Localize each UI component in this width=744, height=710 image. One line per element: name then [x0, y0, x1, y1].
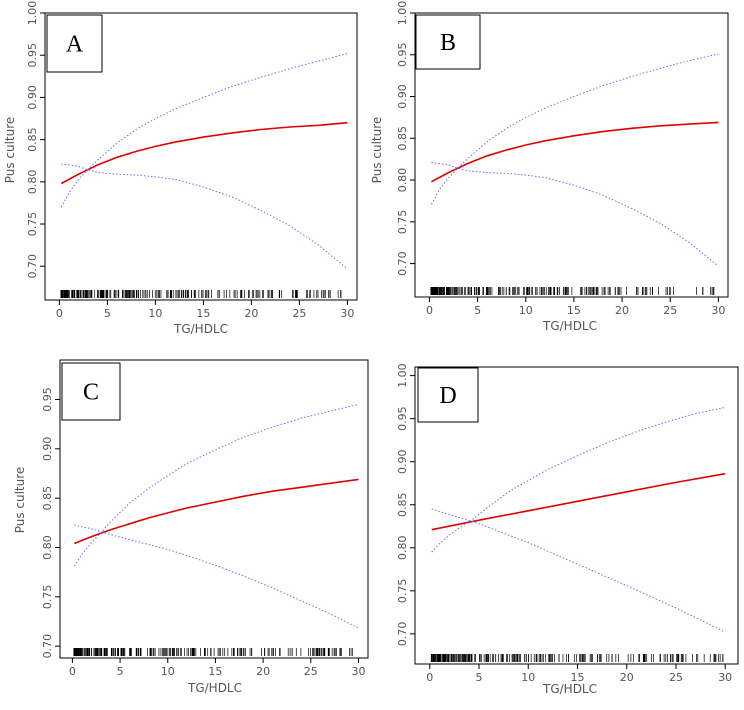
- x-tick-label: 0: [426, 671, 433, 684]
- x-tick-label: 10: [148, 307, 162, 320]
- x-tick-label: 25: [663, 304, 677, 317]
- y-tick-label: 0.70: [41, 634, 54, 659]
- panel-c: 0 5 10 15 20 25 30 0.70 0.75 0.80 0.85 0.90 0.95 TG/H…: [13, 359, 369, 695]
- rug-marks: [60, 290, 342, 298]
- x-axis-title: TG/HDLC: [542, 682, 597, 696]
- x-axis-title: TG/HDLC: [187, 681, 242, 695]
- x-tick-label: 10: [161, 665, 175, 678]
- x-axis-title: TG/HDLC: [542, 319, 597, 333]
- y-tick-label: 0.75: [396, 210, 409, 235]
- y-tick-label: 0.75: [41, 585, 54, 610]
- lower-ci-line: [431, 508, 726, 633]
- x-tick-label: 30: [718, 671, 732, 684]
- panel-b: 0 5 10 15 20 25 30 0.70 0.75 0.80 0.85 0.90 0.95 1.00…: [370, 1, 729, 333]
- panel-label: A: [66, 32, 84, 58]
- x-tick-label: 25: [292, 307, 306, 320]
- y-tick-label: 0.95: [396, 43, 409, 68]
- y-tick-label: 0.90: [396, 84, 409, 109]
- x-tick-label: 0: [426, 304, 433, 317]
- plot-frame: [414, 366, 739, 665]
- fit-line: [60, 121, 348, 185]
- fit-line: [431, 121, 719, 183]
- y-tick-label: 0.80: [396, 536, 409, 561]
- x-tick-label: 5: [117, 665, 124, 678]
- x-tick-label: 0: [56, 307, 63, 320]
- rug-marks: [73, 648, 354, 656]
- panel-label: B: [440, 30, 456, 56]
- x-tick-label: 10: [521, 671, 535, 684]
- y-axis-title: Pus culture: [370, 117, 384, 184]
- x-tick-label: 20: [256, 665, 270, 678]
- y-tick-label: 0.70: [396, 622, 409, 647]
- x-tick-label: 20: [615, 304, 629, 317]
- y-tick-label: 0.85: [396, 126, 409, 151]
- y-tick-label: 0.85: [396, 492, 409, 517]
- upper-ci-line: [73, 403, 359, 567]
- y-tick-label: 0.90: [26, 85, 39, 110]
- y-tick-label: 0.85: [41, 486, 54, 511]
- x-tick-label: 15: [567, 304, 581, 317]
- upper-ci-line: [431, 407, 726, 553]
- x-tick-label: 5: [104, 307, 111, 320]
- y-tick-label: 0.90: [41, 437, 54, 462]
- panel-label-box: [46, 14, 103, 73]
- y-tick-label: 0.95: [396, 406, 409, 431]
- x-tick-label: 30: [711, 304, 725, 317]
- y-tick-label: 0.90: [396, 449, 409, 474]
- x-tick-label: 25: [304, 665, 318, 678]
- y-axis-title: Pus culture: [3, 117, 17, 184]
- x-tick-label: 15: [196, 307, 210, 320]
- x-tick-label: 30: [340, 307, 354, 320]
- y-tick-label: 0.95: [41, 387, 54, 412]
- x-tick-label: 10: [519, 304, 533, 317]
- x-tick-label: 30: [351, 665, 365, 678]
- x-tick-label: 5: [474, 304, 481, 317]
- fit-line: [74, 478, 359, 545]
- fit-line: [431, 472, 726, 531]
- lower-ci-line: [61, 163, 348, 270]
- y-axis-title: Pus culture: [13, 467, 27, 534]
- panel-label: D: [439, 383, 456, 409]
- x-tick-label: 20: [244, 307, 258, 320]
- y-tick-label: 0.80: [396, 168, 409, 193]
- lower-ci-line: [74, 524, 359, 629]
- panel-label-box: [61, 362, 121, 421]
- y-tick-label: 0.80: [26, 170, 39, 195]
- y-tick-label: 0.80: [41, 535, 54, 560]
- plot-frame: [414, 12, 729, 298]
- x-tick-label: 15: [208, 665, 222, 678]
- panel-d: 0 5 10 15 20 25 30 0.70 0.75 0.80 0.85 0.90 0.95 1.00…: [396, 363, 739, 696]
- panel-label-box: [417, 367, 479, 423]
- y-tick-label: 0.70: [26, 254, 39, 279]
- y-tick-label: 0.95: [26, 43, 39, 68]
- y-tick-label: 1.00: [396, 1, 409, 26]
- x-tick-label: 0: [69, 665, 76, 678]
- rug-marks: [430, 287, 715, 295]
- upper-ci-line: [60, 53, 348, 208]
- y-tick-label: 0.85: [26, 127, 39, 152]
- lower-ci-line: [431, 162, 719, 267]
- y-tick-label: 0.70: [396, 251, 409, 276]
- panel-a: 0 5 10 15 20 25 30 0.70 0.75 0.80 0.85 0.90 0.95 1.00…: [3, 1, 358, 336]
- y-tick-label: 1.00: [396, 363, 409, 388]
- y-tick-label: 0.75: [396, 579, 409, 604]
- plot-frame: [59, 359, 369, 659]
- x-axis-title: TG/HDLC: [173, 322, 228, 336]
- upper-ci-line: [430, 53, 719, 205]
- plot-frame: [44, 12, 358, 301]
- panel-label: C: [83, 380, 99, 406]
- y-tick-label: 0.75: [26, 212, 39, 237]
- panel-label-box: [415, 14, 481, 70]
- rug-marks: [430, 654, 724, 662]
- x-tick-label: 5: [476, 671, 483, 684]
- x-tick-label: 25: [669, 671, 683, 684]
- x-tick-label: 15: [570, 671, 584, 684]
- y-tick-label: 1.00: [26, 1, 39, 26]
- x-tick-label: 20: [620, 671, 634, 684]
